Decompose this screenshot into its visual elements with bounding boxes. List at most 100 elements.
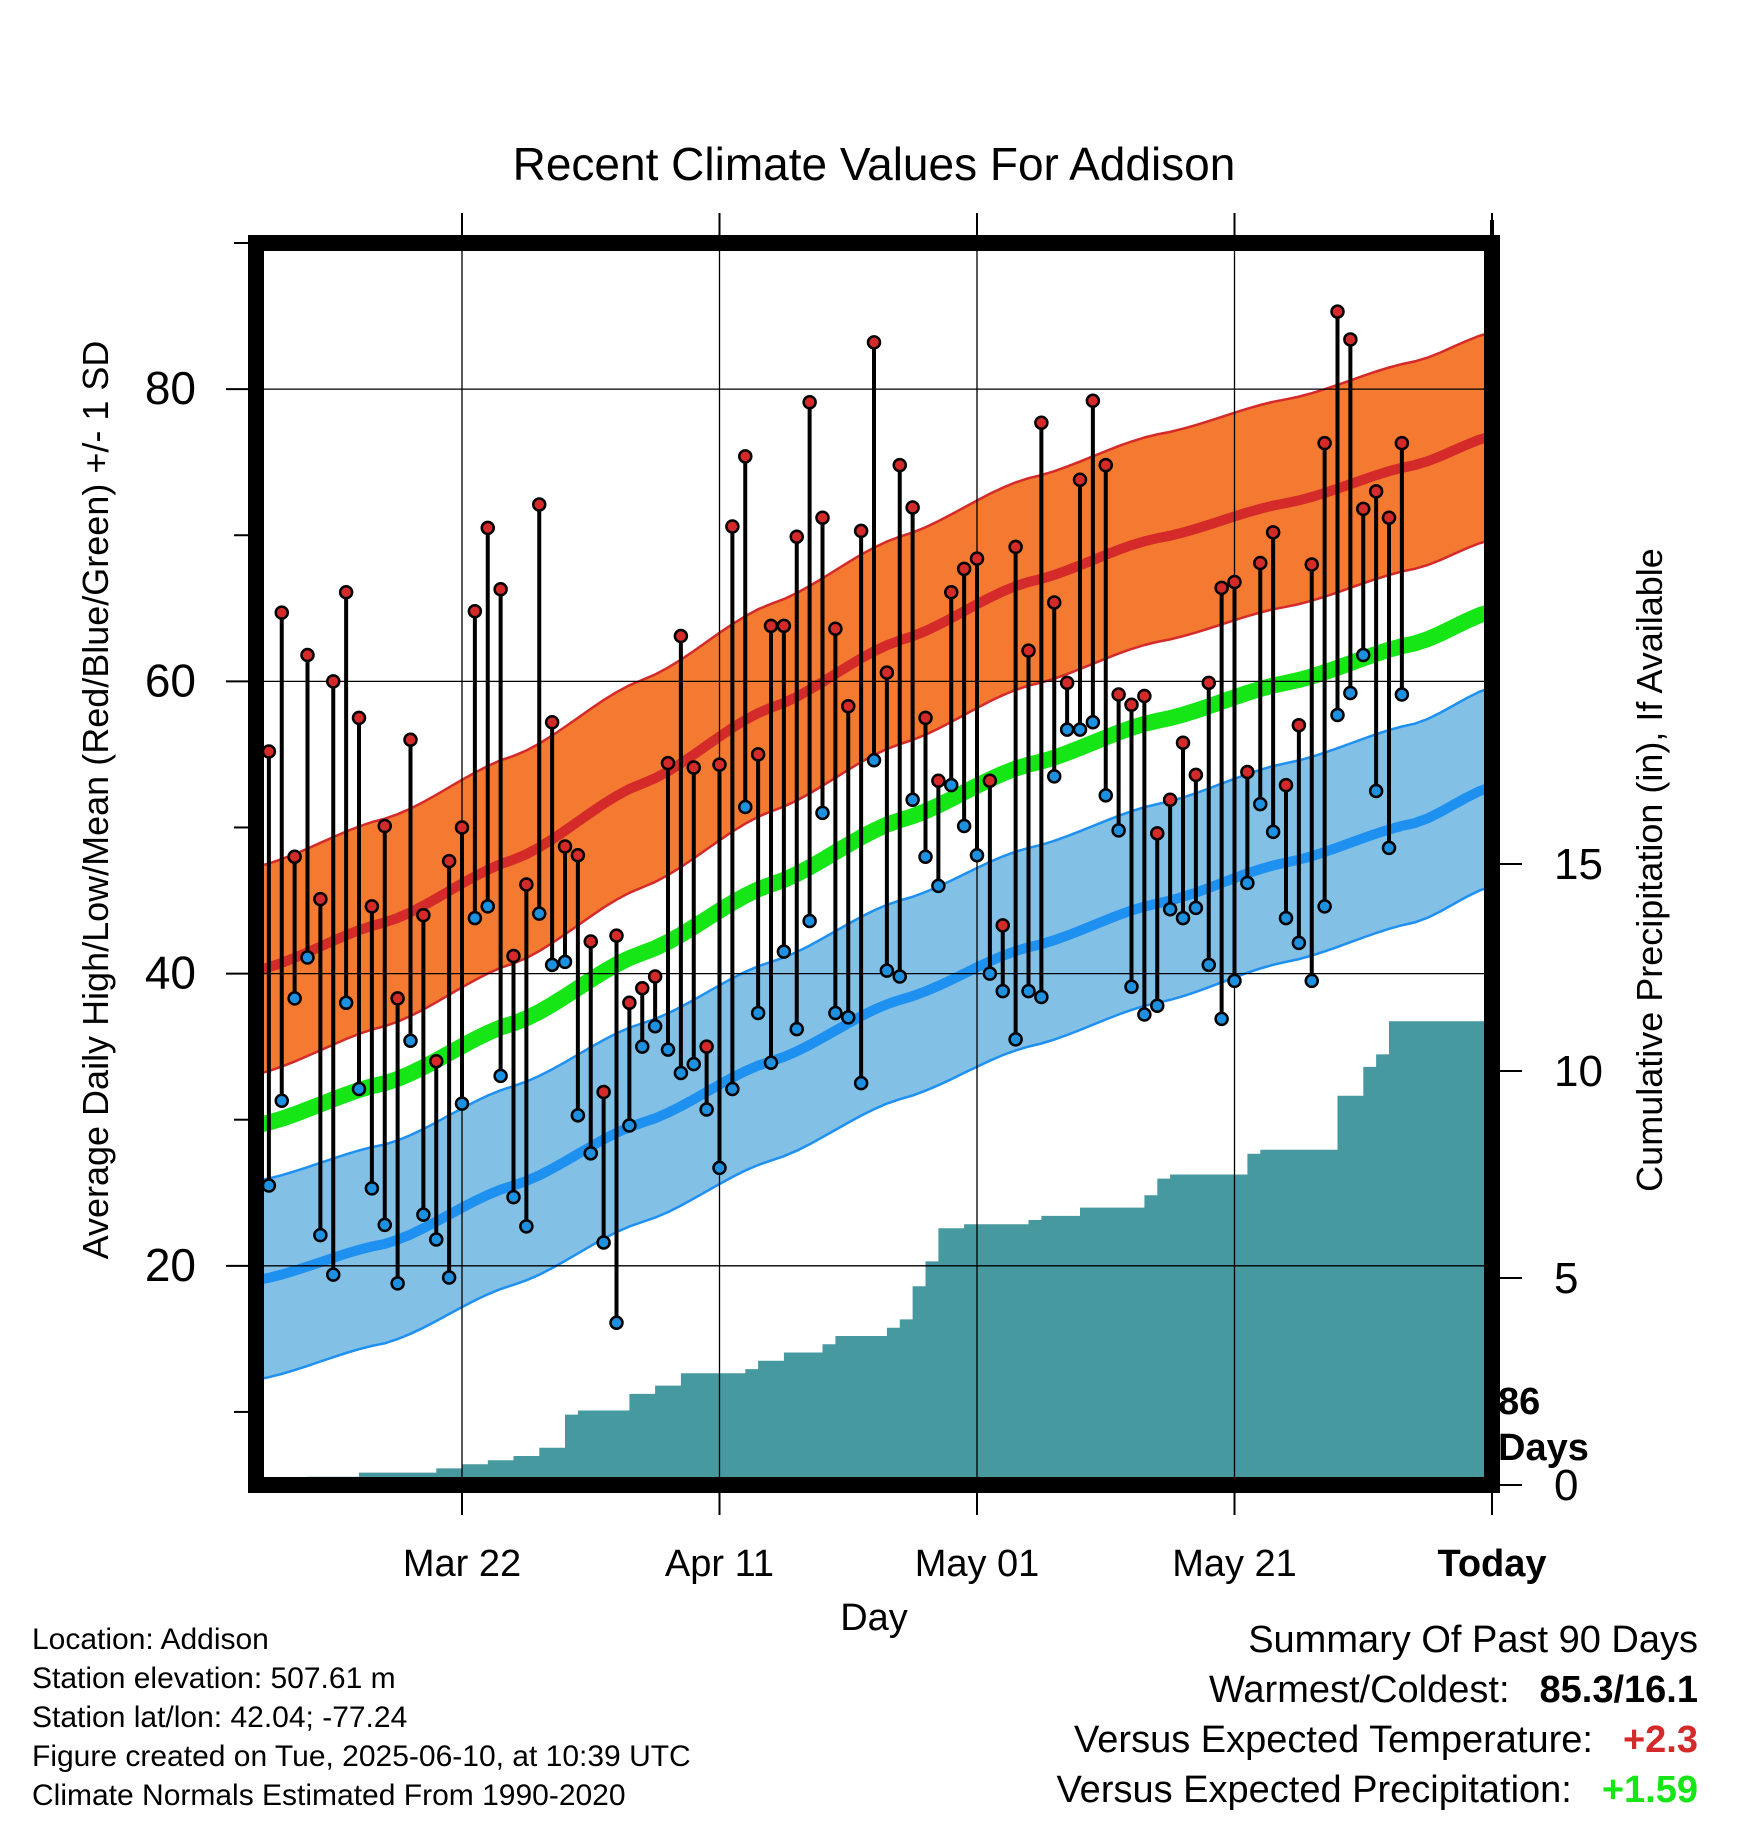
today-days-label: Days	[1498, 1427, 1589, 1469]
daily-high-point	[1188, 767, 1204, 783]
daily-high-point	[364, 899, 380, 914]
daily-low-point	[429, 1232, 444, 1247]
daily-low-point	[1188, 900, 1204, 916]
daily-high-point	[261, 744, 277, 759]
daily-low-point	[467, 910, 483, 926]
daily-high-point	[982, 773, 998, 788]
daily-low-point	[699, 1102, 714, 1117]
daily-high-point	[390, 991, 405, 1006]
daily-low-point	[1175, 910, 1191, 926]
daily-high-point	[1085, 393, 1101, 409]
latlon-text: Station lat/lon: 42.04; -77.24	[32, 1701, 408, 1734]
daily-low-point	[544, 957, 560, 973]
daily-high-point	[609, 928, 624, 943]
daily-high-point	[1214, 580, 1229, 596]
daily-low-point	[1317, 899, 1332, 914]
daily-low-point	[1034, 989, 1049, 1005]
daily-low-point	[853, 1075, 869, 1091]
daily-low-point	[1150, 998, 1165, 1013]
daily-high-point	[544, 715, 560, 730]
daily-low-point	[725, 1081, 740, 1097]
daily-low-point	[1240, 875, 1255, 891]
daily-high-point	[429, 1054, 444, 1069]
daily-high-point	[441, 853, 457, 869]
daily-high-point	[519, 877, 534, 892]
daily-low-point	[841, 1010, 856, 1025]
daily-low-point	[326, 1267, 341, 1282]
daily-high-point	[596, 1084, 611, 1100]
daily-low-point	[1201, 957, 1216, 973]
summary-panel: Summary Of Past 90 Days Warmest/Coldest:…	[798, 1615, 1698, 1815]
y-axis-label-left: Average Daily High/Low/Mean (Red/Blue/Gr…	[75, 341, 116, 1260]
daily-high-point	[1394, 435, 1410, 451]
daily-low-point	[712, 1160, 727, 1176]
daily-high-point	[313, 891, 328, 907]
daily-low-point	[1021, 983, 1036, 999]
daily-high-point	[635, 980, 650, 996]
daily-low-point	[892, 969, 907, 984]
daily-low-point	[1330, 707, 1345, 723]
daily-high-point	[725, 519, 740, 534]
precip-anomaly-label: Versus Expected Precipitation:	[1056, 1769, 1572, 1811]
daily-high-point	[1072, 472, 1088, 487]
daily-high-point	[1047, 595, 1062, 610]
y-axis-label-right: Cumulative Precipitation (in), If Availa…	[1629, 548, 1670, 1192]
daily-low-point	[274, 1093, 289, 1108]
daily-low-point	[287, 991, 302, 1006]
daily-low-point	[1394, 687, 1410, 702]
daily-high-point	[570, 847, 586, 863]
daily-high-point	[467, 603, 483, 619]
daily-high-point	[905, 500, 920, 515]
plot-frame	[248, 235, 1500, 1493]
y-right-tick-label: 15	[1554, 840, 1603, 889]
location-text: Location: Addison	[32, 1623, 269, 1656]
daily-low-point	[1304, 973, 1319, 989]
daily-low-point	[1137, 1007, 1152, 1022]
daily-low-point	[1162, 902, 1178, 917]
daily-high-point	[1240, 764, 1255, 780]
daily-high-point	[1008, 539, 1023, 555]
y-right-tick-label: 10	[1554, 1047, 1603, 1096]
daily-high-point	[673, 628, 689, 644]
daily-high-point	[866, 335, 882, 350]
daily-high-point	[454, 820, 470, 835]
daily-high-point	[802, 395, 817, 410]
daily-high-point	[416, 907, 431, 923]
daily-low-point	[828, 1005, 843, 1021]
daily-low-point	[390, 1276, 405, 1291]
daily-low-point	[750, 1005, 766, 1021]
daily-low-point	[480, 899, 495, 914]
daily-high-point	[1098, 457, 1113, 473]
daily-low-point	[1265, 824, 1281, 840]
daily-low-point	[1227, 973, 1242, 989]
daily-low-point	[1278, 910, 1294, 926]
daily-high-point	[1034, 415, 1049, 430]
plot-content	[256, 243, 1492, 1485]
daily-low-point	[635, 1039, 650, 1054]
daily-low-point	[493, 1068, 508, 1084]
temp-anomaly-label: Versus Expected Temperature:	[1074, 1719, 1593, 1761]
daily-high-point	[506, 948, 521, 964]
daily-low-point	[1356, 647, 1371, 663]
daily-high-point	[1137, 688, 1152, 704]
daily-low-point	[583, 1146, 598, 1161]
daily-low-point	[506, 1189, 521, 1205]
daily-high-point	[274, 605, 289, 620]
daily-high-point	[944, 584, 959, 600]
daily-high-point	[1381, 510, 1397, 525]
daily-low-point	[1085, 715, 1101, 730]
daily-high-point	[918, 710, 933, 726]
daily-low-point	[1047, 769, 1062, 784]
daily-low-point	[1008, 1032, 1023, 1047]
daily-low-point	[441, 1270, 457, 1285]
daily-high-point	[815, 510, 830, 525]
daily-high-point	[647, 969, 663, 984]
daily-low-point	[364, 1181, 380, 1196]
station-info: Location: Addison Station elevation: 507…	[32, 1620, 691, 1815]
daily-low-point	[622, 1118, 637, 1133]
daily-high-point	[1162, 792, 1178, 807]
daily-low-point	[1368, 783, 1384, 799]
daily-high-point	[853, 523, 869, 539]
daily-high-point	[1356, 501, 1371, 517]
